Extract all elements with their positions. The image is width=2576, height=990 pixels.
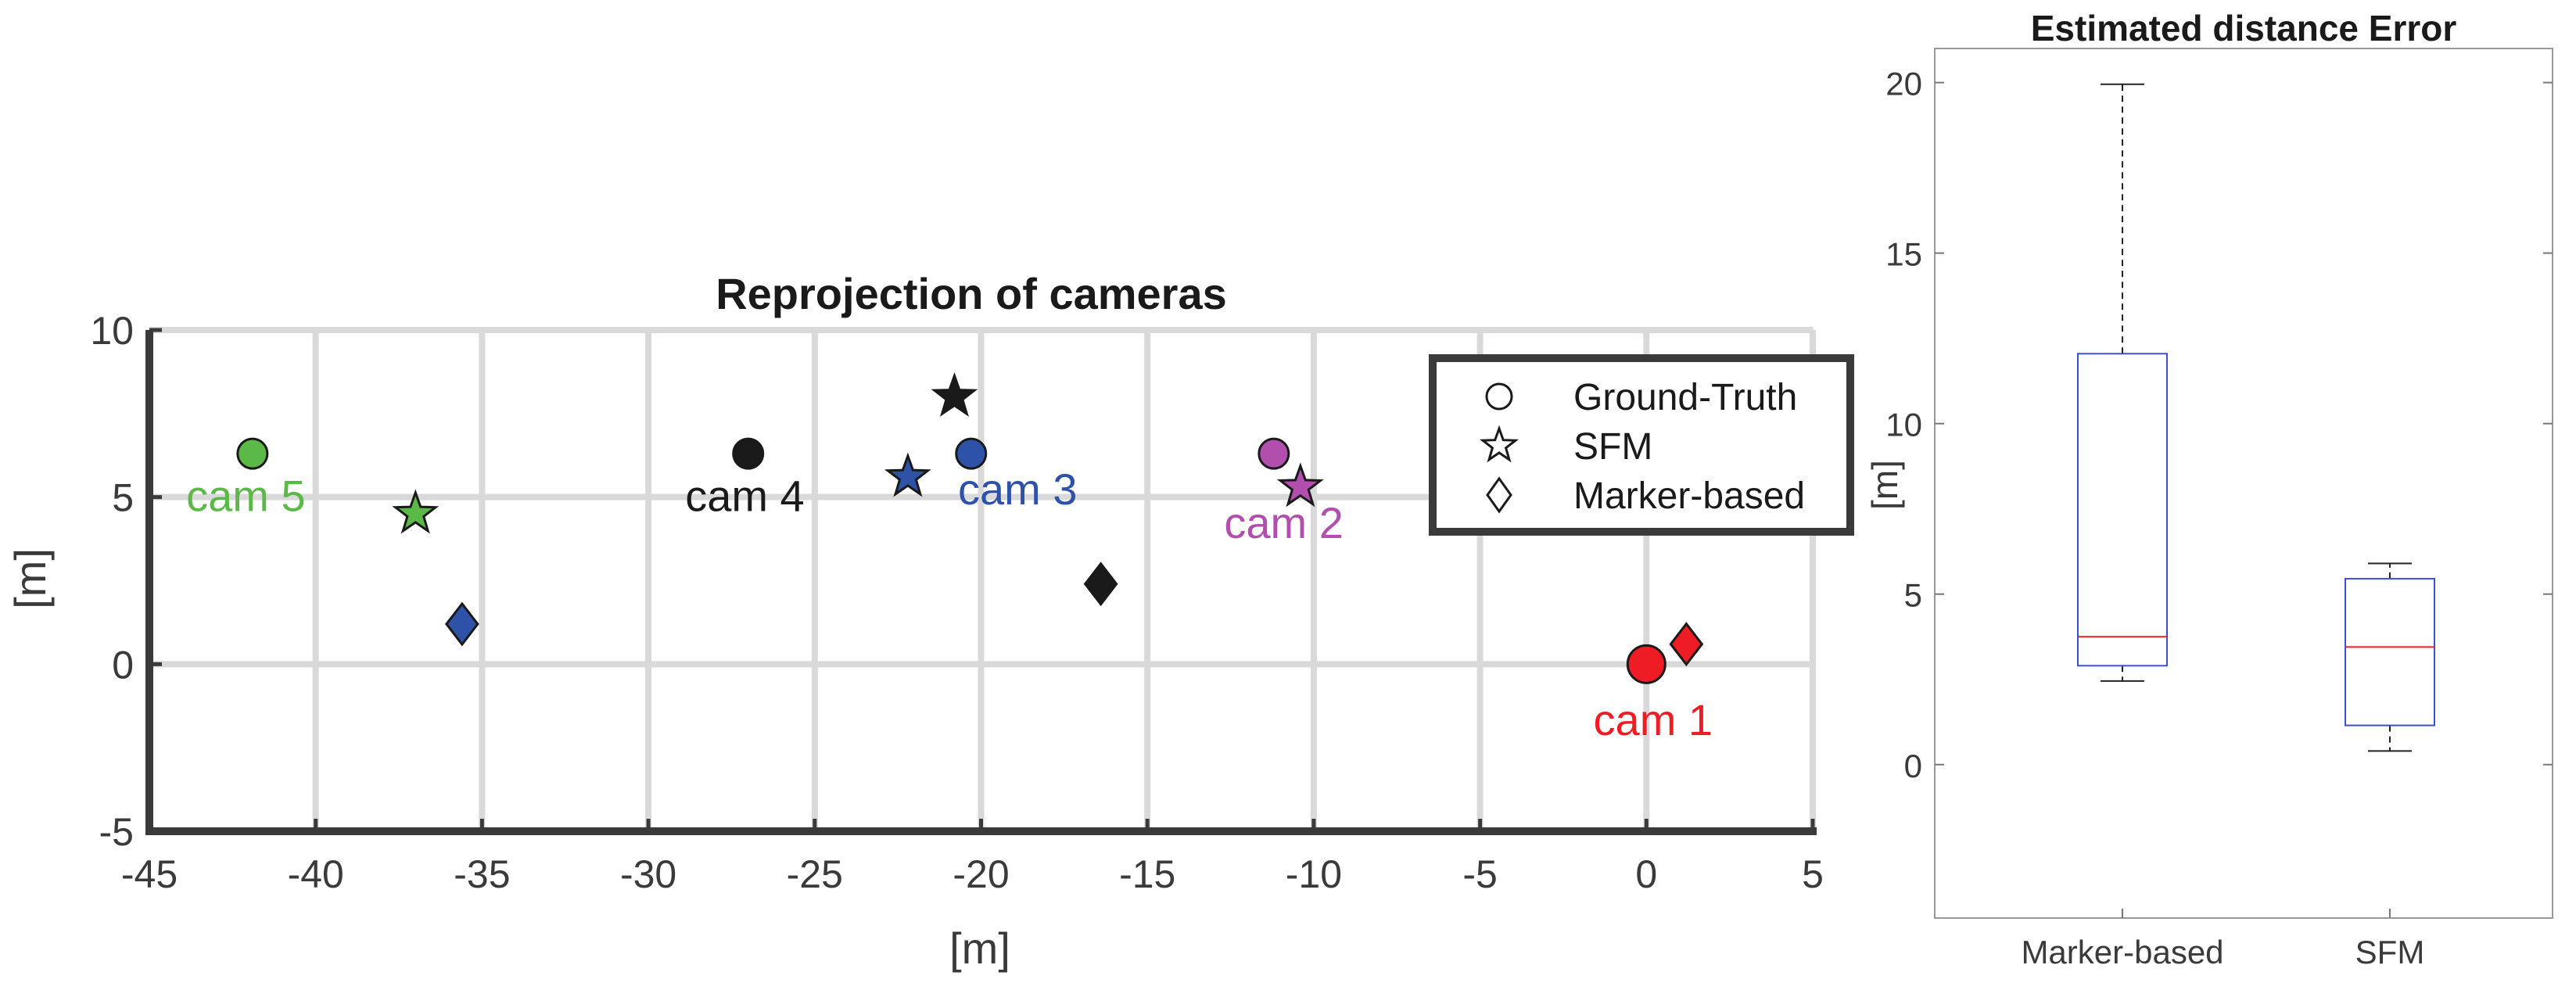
cam1-marker-based-point xyxy=(1669,622,1704,667)
cam5-sfm-point xyxy=(392,489,439,534)
box-y-tick-label: 15 xyxy=(1885,236,1922,273)
cam3-marker-based-point xyxy=(444,601,479,647)
cam1-ground-truth-point xyxy=(1626,644,1667,684)
data-marks xyxy=(236,372,1704,684)
cam4-sfm-point xyxy=(931,372,978,417)
y-ticks: 0 5 10 15 20 xyxy=(1885,66,2553,784)
box-x-tick-label: Marker-based xyxy=(2021,934,2223,970)
chart-title: Reprojection of cameras xyxy=(716,269,1227,318)
box-y-tick-label: 20 xyxy=(1885,66,1922,102)
legend: Ground-Truth SFM Marker-based xyxy=(1429,354,1854,536)
cam1-label: cam 1 xyxy=(1594,695,1713,744)
x-tick-label: -5 xyxy=(1462,852,1497,896)
x-tick-label: -15 xyxy=(1119,852,1175,896)
box-y-tick-label: 5 xyxy=(1904,577,1922,614)
y-tick-label: -5 xyxy=(99,810,134,854)
cam5-ground-truth-point xyxy=(236,437,269,470)
legend-label: SFM xyxy=(1573,426,1652,468)
y-tick-label: 0 xyxy=(112,643,134,687)
cam2-label: cam 2 xyxy=(1224,498,1344,547)
box-x-tick-label: SFM xyxy=(2355,934,2425,970)
camera-labels: cam 1 cam 2 cam 3 cam 4 cam 5 xyxy=(186,465,1713,744)
x-ticks: -45 -40 -35 -30 -25 -20 -15 -10 -5 0 5 xyxy=(121,819,1824,896)
legend-label: Ground-Truth xyxy=(1573,377,1797,418)
box-chart-title: Estimated distance Error xyxy=(2031,8,2457,48)
box-axes-frame xyxy=(1934,48,2553,919)
box-marker-based xyxy=(2077,83,2168,682)
legend-diamond-icon xyxy=(1486,476,1512,514)
cam3-sfm-point xyxy=(884,452,931,497)
cam4-marker-based-point xyxy=(1083,561,1118,607)
cam3-label: cam 3 xyxy=(958,465,1078,514)
x-tick-label: 5 xyxy=(1802,852,1824,896)
scatter-chart: -45 -40 -35 -30 -25 -20 -15 -10 -5 0 5 -5 0 5 10 cam … xyxy=(5,269,1854,973)
legend-label: Marker-based xyxy=(1573,475,1805,517)
iqr-box xyxy=(2345,578,2435,726)
cam4-ground-truth-point xyxy=(732,437,765,470)
box-sfm xyxy=(2345,562,2435,752)
legend-star-icon xyxy=(1479,425,1519,463)
x-tick-label: -10 xyxy=(1286,852,1342,896)
box-chart: 0 5 10 15 20 Marker-based SFM Estimated dista… xyxy=(1864,8,2553,970)
y-tick-label: 10 xyxy=(90,309,134,353)
y-axis-label: [m] xyxy=(5,548,55,609)
box-y-axis-label: [m] xyxy=(1864,460,1905,510)
cam3-ground-truth-point xyxy=(955,437,988,470)
y-tick-label: 5 xyxy=(112,476,134,520)
x-tick-label: -45 xyxy=(121,852,178,896)
box-y-tick-label: 10 xyxy=(1885,407,1922,443)
x-tick-label: -25 xyxy=(787,852,843,896)
box-y-tick-label: 0 xyxy=(1904,748,1922,784)
cam2-ground-truth-point xyxy=(1258,437,1290,470)
x-tick-label: -30 xyxy=(620,852,676,896)
cam4-label: cam 4 xyxy=(685,472,805,521)
x-tick-label: -35 xyxy=(454,852,510,896)
legend-circle-icon xyxy=(1485,382,1513,411)
x-axis-label: [m] xyxy=(949,924,1010,973)
iqr-box xyxy=(2077,353,2168,667)
x-tick-label: -20 xyxy=(953,852,1009,896)
x-tick-label: -40 xyxy=(288,852,344,896)
x-ticks: Marker-based SFM xyxy=(2021,909,2424,970)
cam2-sfm-point xyxy=(1276,462,1324,508)
y-ticks: -5 0 5 10 xyxy=(90,309,162,854)
x-tick-label: 0 xyxy=(1635,852,1657,896)
cam5-label: cam 5 xyxy=(186,472,306,521)
box-marks xyxy=(2077,83,2435,752)
